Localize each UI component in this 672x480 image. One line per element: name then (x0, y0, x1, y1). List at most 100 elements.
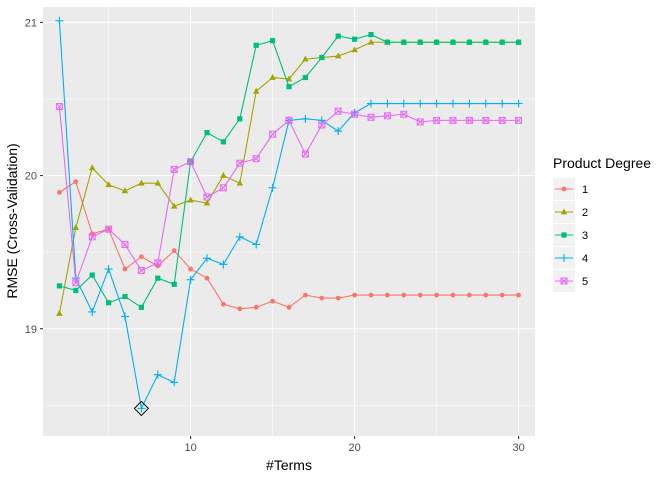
square-x-box (416, 118, 424, 126)
series-point-5 (400, 110, 408, 118)
series-point-4 (301, 114, 310, 123)
y-tick-label: 19 (25, 324, 37, 336)
series-point-3 (204, 130, 210, 136)
series-point-5 (449, 116, 457, 124)
square-x-box (187, 158, 195, 166)
legend: Product Degree 1 2 3 4 5 (553, 155, 651, 292)
legend-key-marker (560, 208, 568, 215)
series-point-3 (450, 39, 456, 45)
series-point-5 (285, 116, 293, 124)
legend-item-4: 4 (553, 247, 588, 269)
square-x-diag2 (105, 225, 112, 233)
series-point-2 (89, 164, 96, 171)
series-point-4 (399, 99, 408, 108)
series-point-4 (137, 404, 146, 413)
legend-item-3: 3 (553, 224, 588, 246)
square-x-diag2 (400, 110, 408, 118)
square-x-diag2 (187, 158, 194, 166)
series-point-4 (514, 99, 523, 108)
square-x-box (269, 130, 277, 138)
series-point-4 (498, 99, 507, 108)
square-x-box (170, 165, 178, 173)
series-point-3 (466, 39, 472, 45)
square-x-diag2 (318, 121, 326, 129)
series-point-4 (449, 99, 457, 108)
series-point-4 (383, 99, 392, 108)
series-point-4 (432, 99, 441, 108)
series-point-3 (368, 31, 374, 38)
series-point-4 (219, 260, 228, 269)
series-point-1 (270, 298, 275, 304)
series-point-2 (302, 55, 309, 62)
square-x-box (219, 184, 227, 192)
square-x-box (400, 110, 408, 118)
x-tick-label: 30 (512, 442, 524, 454)
square-x-box (465, 116, 473, 124)
x-tick-label: 20 (348, 442, 360, 454)
series-point-4 (481, 99, 490, 108)
square-x-box (285, 116, 293, 124)
series-point-3 (352, 36, 358, 42)
series-point-5 (515, 116, 523, 124)
series-point-4 (55, 16, 64, 25)
series-point-5 (154, 259, 162, 267)
series-point-1 (122, 266, 128, 272)
square-x-diag2 (236, 159, 244, 167)
square-x-box (55, 103, 63, 111)
series-point-5 (383, 112, 391, 120)
legend-label: 1 (582, 184, 588, 196)
series-point-3 (417, 39, 423, 45)
series-point-3 (483, 39, 489, 45)
x-axis-title: #Terms (266, 457, 312, 473)
square-x-box (137, 267, 145, 275)
series-point-4 (334, 127, 343, 136)
square-x-box (482, 116, 490, 124)
square-x-box (318, 121, 326, 129)
series-point-5 (137, 267, 145, 275)
square-x-box (351, 110, 359, 118)
series-point-5 (170, 165, 178, 173)
series-point-1 (253, 304, 259, 310)
series-point-5 (72, 279, 80, 287)
legend-label: 2 (582, 207, 588, 219)
square-x-box (154, 259, 162, 267)
series-point-1 (434, 292, 439, 298)
series-point-2 (203, 199, 211, 206)
series-point-1 (319, 295, 325, 301)
series-point-3 (516, 39, 522, 45)
series-point-4 (317, 116, 326, 125)
square-x-diag2 (121, 241, 129, 248)
series-point-2 (285, 75, 293, 82)
series-point-3 (401, 39, 407, 45)
square-x-diag2 (560, 277, 568, 285)
series-point-4 (104, 264, 113, 273)
series-point-4 (203, 254, 211, 263)
legend-key-marker (561, 232, 567, 238)
square-x-box (121, 240, 129, 248)
series-point-2 (253, 87, 260, 94)
series-point-5 (105, 225, 113, 233)
plot-panel (43, 7, 535, 436)
series-point-5 (187, 158, 195, 166)
series-point-5 (351, 110, 359, 118)
series-point-2 (351, 46, 358, 53)
series-point-1 (221, 301, 226, 307)
square-x-diag2 (203, 193, 211, 201)
square-x-diag2 (367, 113, 375, 121)
series-point-5 (203, 193, 211, 201)
square-x-box (105, 225, 113, 233)
series-point-5 (367, 113, 375, 121)
square-x-diag2 (416, 118, 424, 126)
y-tick-label: 20 (25, 171, 37, 183)
series-point-2 (56, 309, 63, 316)
y-axis-title: RMSE (Cross-Validation) (4, 143, 20, 298)
square-x-diag2 (72, 279, 80, 287)
square-x-box (72, 279, 80, 287)
series-point-1 (204, 275, 210, 281)
series-point-3 (89, 272, 95, 278)
legend-label: 3 (582, 230, 588, 242)
series-point-3 (73, 287, 79, 294)
series-point-5 (269, 130, 277, 138)
series-point-1 (237, 306, 243, 312)
